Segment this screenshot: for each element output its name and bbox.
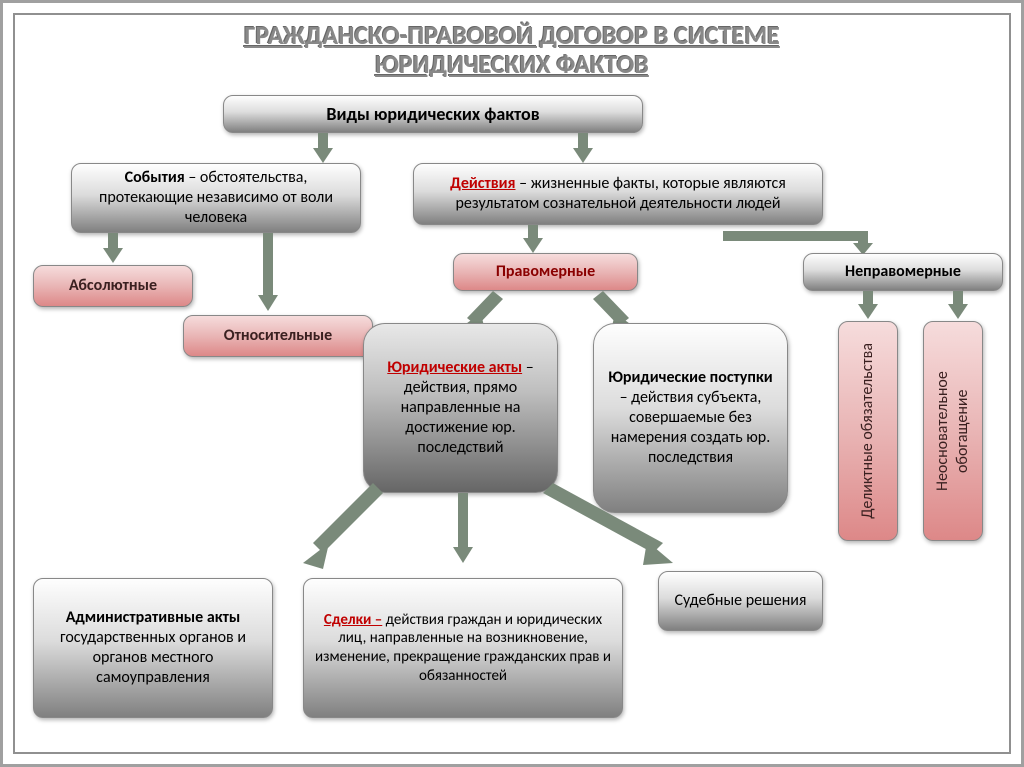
events-title: События — [125, 168, 185, 187]
tort-box: Деликтные обязательства — [838, 321, 898, 541]
unlawful-box: Неправомерные — [803, 253, 1003, 291]
court-label: Судебные решения — [675, 591, 807, 611]
lawful-box: Правомерные — [453, 253, 638, 291]
deeds-desc: – действия субъекта, совершаемые без нам… — [611, 388, 770, 467]
acts-title: Юридические акты — [387, 358, 522, 377]
court-box: Судебные решения — [658, 571, 823, 631]
events-text: События – обстоятельства, протекающие не… — [82, 168, 350, 228]
deeds-box: Юридические поступки – действия субъекта… — [593, 323, 788, 513]
unlawful-label: Неправомерные — [845, 262, 961, 282]
absolute-box: Абсолютные — [33, 265, 193, 307]
relative-label: Относительные — [224, 326, 332, 346]
admin-box: Административные акты государственных ор… — [33, 578, 273, 718]
actions-title: Действия — [450, 174, 515, 193]
unjust-box: Неосновательное обогащение — [923, 321, 983, 541]
acts-text: Юридические акты – действия, прямо напра… — [374, 358, 547, 458]
deals-text: Сделки – действия граждан и юридических … — [314, 611, 612, 686]
actions-box: Действия – жизненные факты, которые явля… — [413, 163, 823, 225]
admin-desc: государственных органов и органов местно… — [60, 628, 246, 687]
root-box: Виды юридических фактов — [223, 95, 643, 133]
title-line-1: ГРАЖДАНСКО-ПРАВОВОЙ ДОГОВОР В СИСТЕМЕ — [244, 19, 780, 51]
diagram-title: ГРАЖДАНСКО-ПРАВОВОЙ ДОГОВОР В СИСТЕМЕ ЮР… — [3, 21, 1021, 78]
actions-text: Действия – жизненные факты, которые явля… — [424, 174, 812, 214]
events-box: События – обстоятельства, протекающие не… — [71, 163, 361, 233]
deeds-title: Юридические поступки — [608, 368, 772, 387]
relative-box: Относительные — [183, 315, 373, 357]
deeds-text: Юридические поступки – действия субъекта… — [604, 368, 777, 468]
title-line-2: ЮРИДИЧЕСКИХ ФАКТОВ — [375, 48, 649, 80]
unjust-label: Неосновательное обогащение — [933, 328, 973, 534]
tort-label: Деликтные обязательства — [858, 343, 878, 519]
admin-text: Административные акты государственных ор… — [44, 608, 262, 688]
root-label: Виды юридических фактов — [326, 103, 539, 126]
acts-box: Юридические акты – действия, прямо напра… — [363, 323, 558, 493]
admin-title: Административные акты — [66, 608, 241, 627]
deals-box: Сделки – действия граждан и юридических … — [303, 578, 623, 718]
absolute-label: Абсолютные — [69, 276, 157, 296]
lawful-label: Правомерные — [496, 262, 595, 282]
deals-title: Сделки – — [324, 611, 382, 629]
